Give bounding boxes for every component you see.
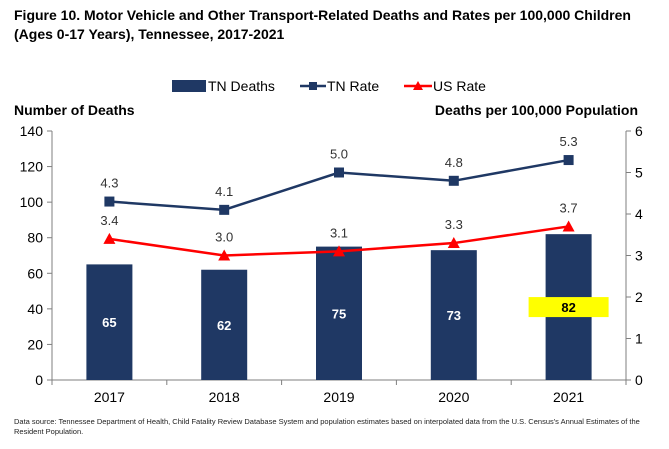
bar-value-label: 75	[332, 306, 346, 321]
point-tn-rate	[219, 204, 230, 215]
data-source-note: Data source: Tennessee Department of Hea…	[14, 417, 640, 436]
highlight-box	[528, 297, 609, 318]
x-tick-label: 2019	[323, 389, 354, 405]
legend-label-tn-deaths: TN Deaths	[208, 78, 275, 94]
rate-label-us-rate: 3.4	[100, 213, 118, 228]
bar-value-label: 62	[217, 318, 231, 333]
point-us-rate	[103, 232, 116, 244]
rate-label-tn-rate: 4.8	[445, 155, 463, 170]
point-us-rate	[333, 245, 345, 257]
legend-swatch-tn-deaths	[172, 80, 206, 92]
point-us-rate	[562, 220, 575, 232]
point-tn-rate	[104, 196, 115, 207]
legend-marker-tn-rate	[309, 82, 317, 90]
point-tn-rate	[448, 175, 459, 186]
y-tick-label: 100	[20, 194, 44, 210]
legend-marker-us-rate	[413, 81, 423, 90]
rate-label-tn-rate: 4.1	[215, 184, 233, 199]
rate-label-us-rate: 3.3	[445, 217, 463, 232]
y2-tick-label: 2	[635, 289, 643, 305]
x-tick-label: 2017	[94, 389, 125, 405]
y-tick-label: 0	[35, 372, 43, 388]
bar-value-label: 82	[561, 300, 575, 315]
data-labels: 65 62 75 73 82 4.3 4.1 5.0 4.8 5.3 3.4 3.0 3.1 3.3 3.7	[100, 134, 609, 333]
bar-value-label: 73	[447, 308, 461, 323]
rate-label-tn-rate: 5.3	[560, 134, 578, 149]
bar-tn-deaths-2019	[316, 246, 362, 380]
rate-lines	[103, 155, 575, 261]
point-us-rate	[447, 237, 460, 249]
rate-label-tn-rate: 5.0	[330, 147, 348, 162]
y-tick-label: 140	[20, 123, 44, 139]
y-tick-label: 40	[27, 301, 43, 317]
legend-label-tn-rate: TN Rate	[327, 78, 379, 94]
bar-value-label: 65	[102, 315, 116, 330]
y-tick-label: 20	[27, 336, 43, 352]
x-tick-label: 2021	[553, 389, 584, 405]
y2-tick-label: 5	[635, 165, 643, 181]
point-tn-rate	[334, 167, 344, 178]
point-tn-rate	[563, 155, 574, 166]
bar-tn-deaths-2020	[430, 250, 477, 380]
y-tick-label: 80	[27, 230, 43, 246]
y2-axis-title: Deaths per 100,000 Population	[435, 102, 638, 118]
chart-title: Figure 10. Motor Vehicle and Other Trans…	[14, 7, 631, 42]
bar-tn-deaths-2018	[201, 269, 248, 380]
x-tick-label: 2020	[438, 389, 469, 405]
x-tick-label: 2018	[209, 389, 240, 405]
y2-tick-label: 3	[635, 248, 643, 264]
axes: 0 20 40 60 80 100 120 140 0 1 2 3 4 5 6 2017 2018 2019 202…	[20, 123, 643, 405]
y2-tick-label: 4	[635, 206, 643, 222]
bars	[86, 234, 592, 380]
y2-tick-label: 6	[635, 123, 643, 139]
y-tick-label: 120	[20, 159, 44, 175]
rate-label-us-rate: 3.0	[215, 230, 233, 245]
rate-label-us-rate: 3.7	[560, 200, 578, 215]
rate-label-tn-rate: 4.3	[100, 176, 118, 191]
y2-tick-label: 1	[635, 331, 643, 347]
y-tick-label: 60	[27, 265, 43, 281]
rate-label-us-rate: 3.1	[330, 225, 348, 240]
point-us-rate	[218, 249, 231, 261]
legend-label-us-rate: US Rate	[433, 78, 486, 94]
bar-tn-deaths-2017	[86, 264, 133, 380]
legend: TN Deaths TN Rate US Rate	[172, 78, 486, 94]
y-axis-title: Number of Deaths	[14, 102, 135, 118]
y2-tick-label: 0	[635, 372, 643, 388]
